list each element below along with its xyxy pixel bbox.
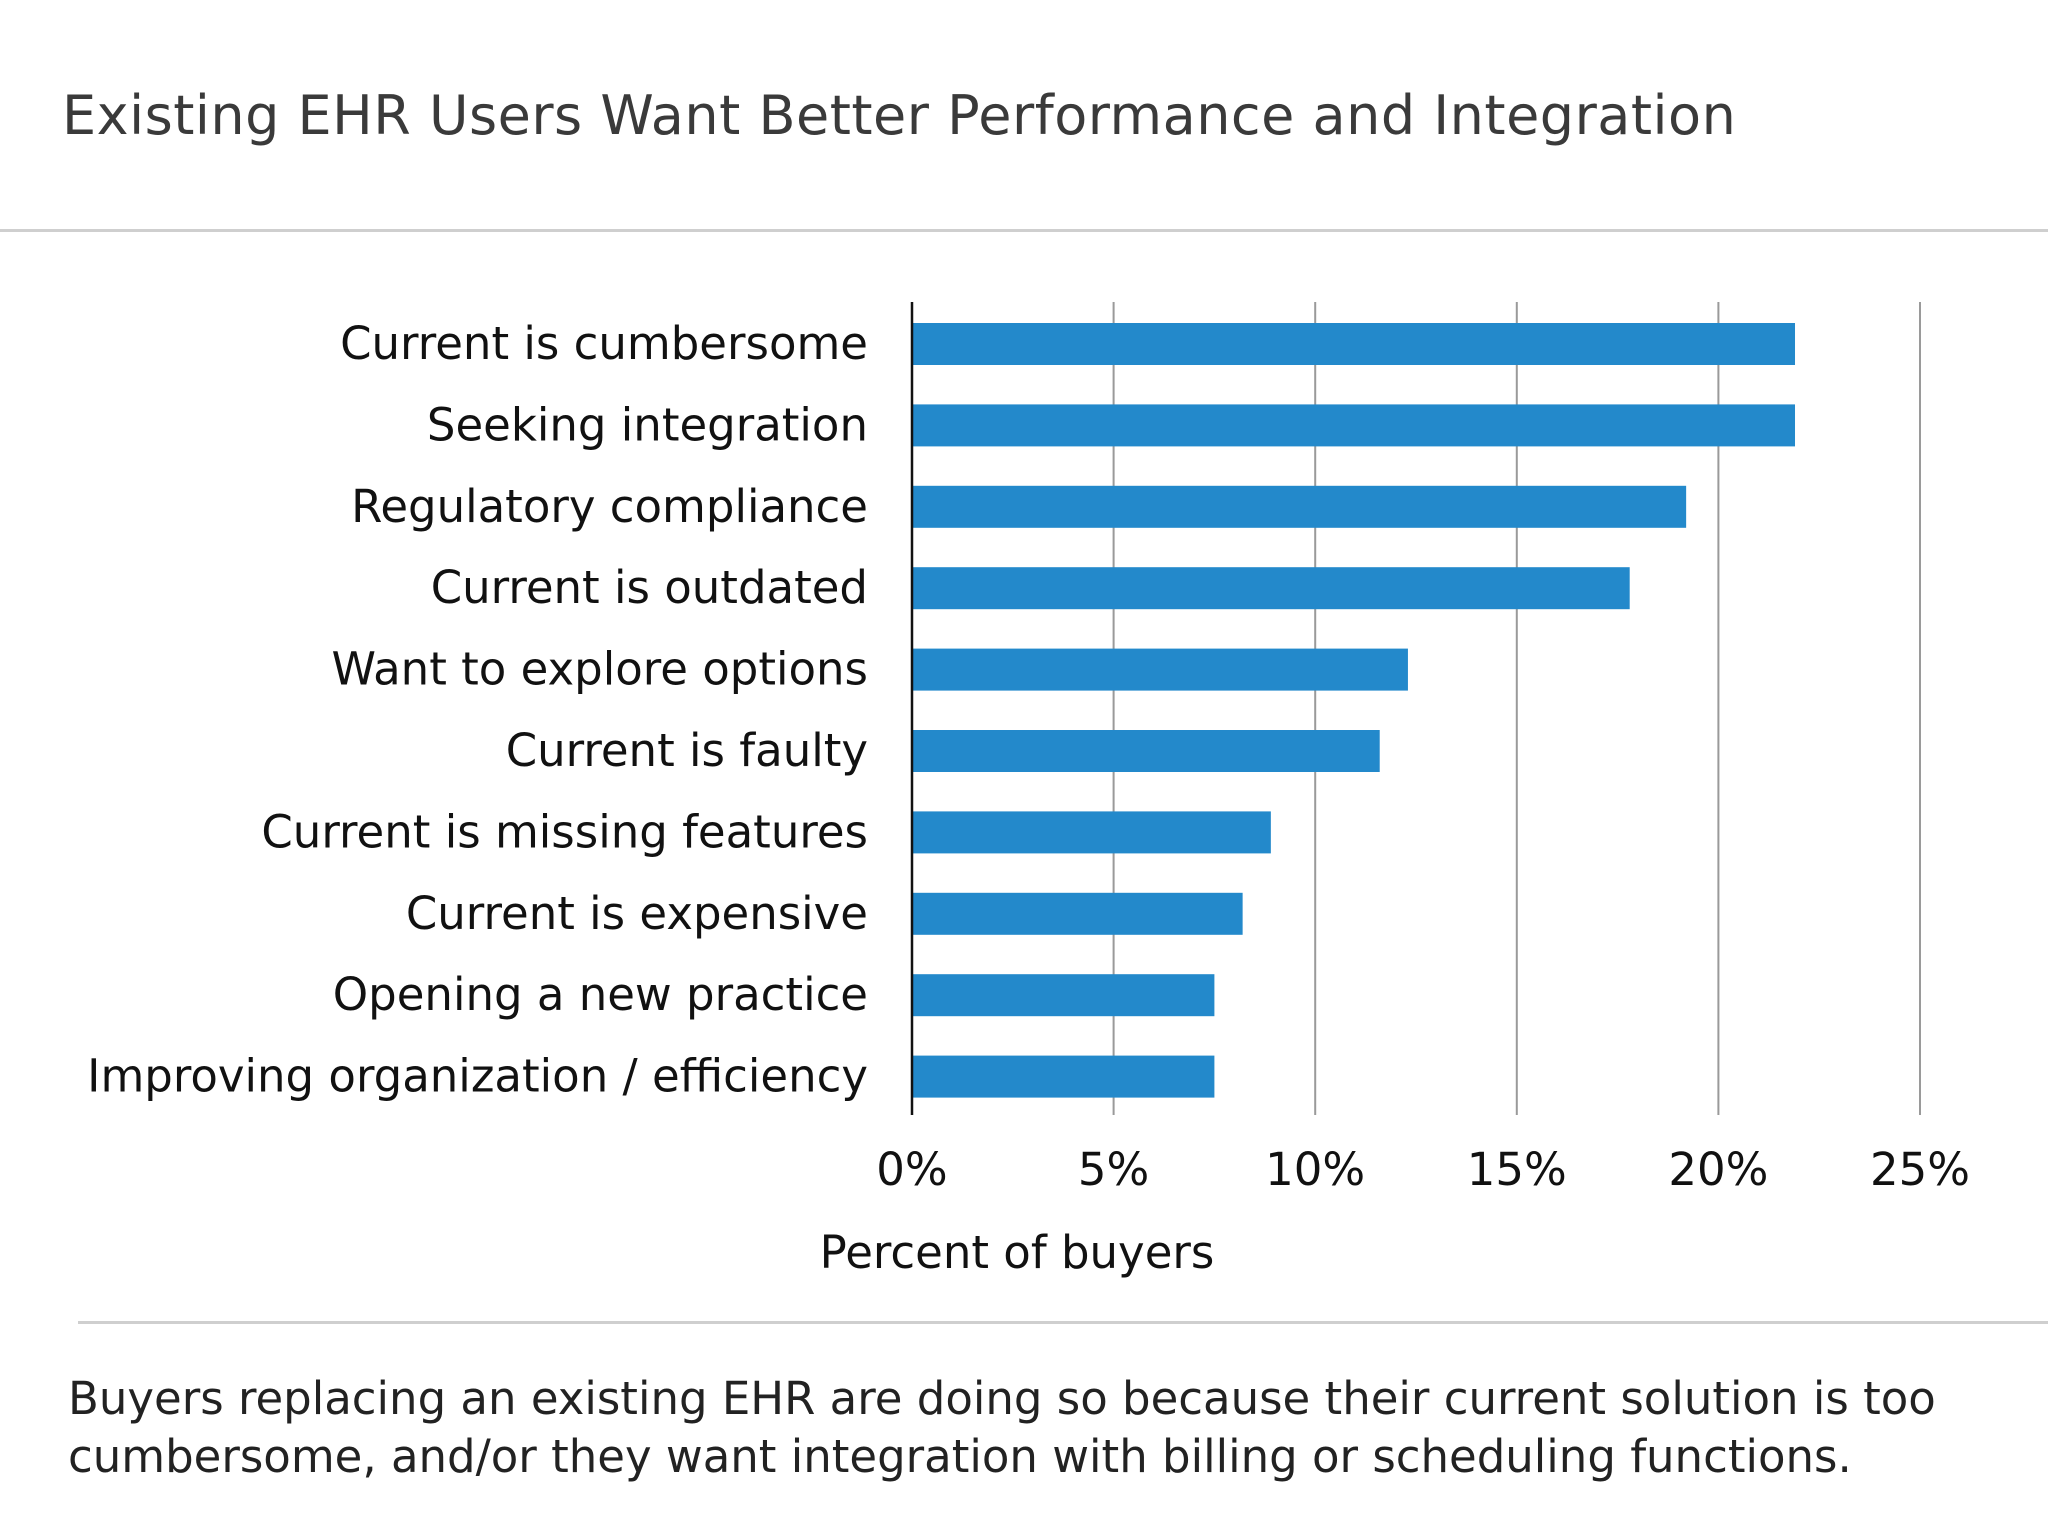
category-label-3: Regulatory compliance [351,480,868,533]
bar-7 [912,811,1271,854]
bar-3 [912,485,1687,528]
chart-title: Existing EHR Users Want Better Performan… [62,84,1737,147]
x-tick-label-25: 25% [1870,1143,1970,1196]
bars [912,323,1796,1098]
tick-labels: 0% 5% 10% 15% 20% 25% [876,1143,1970,1196]
bar-8 [912,892,1243,935]
x-tick-label-15: 15% [1467,1143,1567,1196]
category-label-2: Seeking integration [427,398,868,451]
bar-4 [912,567,1630,610]
x-tick-label-5: 5% [1078,1143,1149,1196]
x-tick-label-0: 0% [876,1143,947,1196]
caption: Buyers replacing an existing EHR are doi… [68,1370,2028,1486]
header-divider [0,229,2048,232]
category-label-7: Current is missing features [261,805,868,858]
bar-chart: Current is cumbersome Seeking integration… [87,302,1970,1279]
category-label-10: Improving organization / efficiency [87,1050,868,1103]
category-label-5: Want to explore options [331,643,868,696]
category-label-1: Current is cumbersome [340,317,868,370]
category-label-8: Current is expensive [406,887,868,940]
x-axis-title: Percent of buyers [820,1226,1215,1279]
category-label-6: Current is faulty [506,724,868,777]
caption-line-1: Buyers replacing an existing EHR are doi… [68,1372,1936,1425]
bar-6 [912,730,1380,772]
category-label-9: Opening a new practice [333,968,868,1021]
caption-line-2: cumbersome, and/or they want integration… [68,1430,1852,1483]
bar-10 [912,1055,1215,1098]
bar-9 [912,974,1215,1017]
bar-5 [912,648,1408,691]
x-tick-label-20: 20% [1668,1143,1768,1196]
bar-2 [912,404,1796,447]
x-tick-label-10: 10% [1265,1143,1365,1196]
bar-1 [912,323,1796,365]
footer-divider [78,1321,2048,1324]
category-label-4: Current is outdated [431,561,868,614]
category-labels: Current is cumbersome Seeking integration… [87,317,868,1103]
